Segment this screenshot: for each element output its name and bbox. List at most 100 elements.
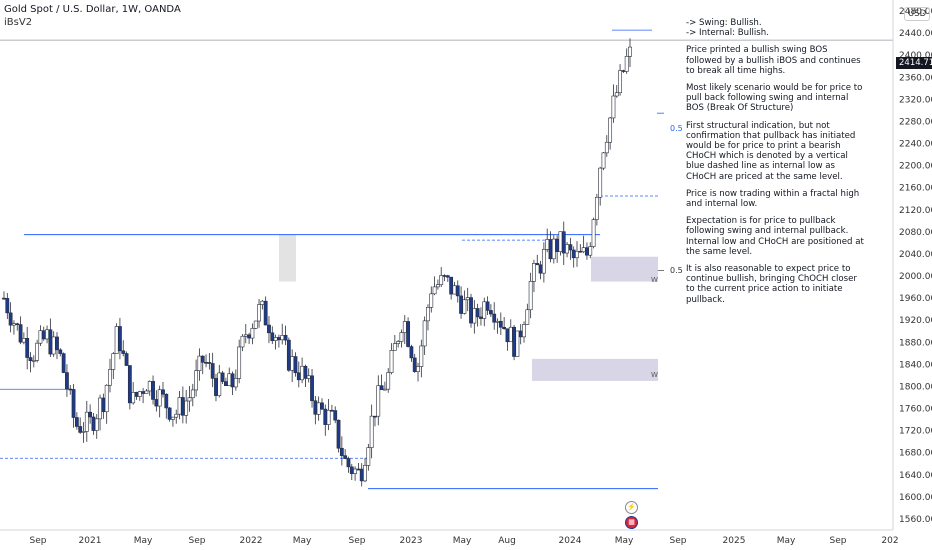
price-tick-label: 1560.000 (899, 515, 932, 525)
analysis-notes: -> Swing: Bullish. -> Internal: Bullish.… (686, 18, 866, 312)
bull-candle (604, 141, 609, 154)
bull-candle (194, 370, 199, 391)
bull-candle (416, 366, 420, 372)
price-tick-label: 1960.000 (899, 294, 932, 304)
bear-candle (492, 313, 497, 323)
bear-candle (65, 372, 69, 390)
time-tick-label: Sep (830, 536, 847, 546)
bear-candle (230, 373, 235, 388)
bear-candle (502, 326, 507, 330)
price-tick-label: 2400.000 (899, 51, 932, 61)
bear-candle (356, 468, 361, 471)
bull-candle (84, 411, 89, 432)
price-tick-label: 1680.000 (899, 449, 932, 459)
bull-candle (184, 400, 189, 416)
bull-candle (94, 418, 99, 431)
bear-candle (469, 297, 473, 324)
bear-candle (220, 372, 225, 382)
currency-selector[interactable]: USD (904, 7, 931, 21)
highlight-band (279, 234, 296, 282)
bear-candle (349, 466, 354, 474)
price-tick-label: 1920.000 (899, 316, 932, 326)
note-swing: -> Swing: Bullish. (686, 18, 762, 28)
bull-candle (422, 320, 427, 347)
bull-candle (429, 293, 434, 308)
bear-candle (134, 392, 139, 397)
bear-candle (200, 355, 205, 363)
price-tick-label: 2360.000 (899, 73, 932, 83)
bear-candle (339, 447, 344, 456)
bear-candle (88, 411, 93, 418)
bull-candle (419, 345, 424, 367)
bear-candle (310, 375, 314, 402)
bull-candle (227, 373, 232, 386)
bull-candle (157, 389, 162, 407)
bear-candle (121, 350, 126, 354)
bull-candle (174, 413, 179, 418)
bull-candle (177, 397, 182, 415)
price-axis: 2480.000 2440.000 2400.000 2360.000 2320.000… (899, 7, 932, 525)
fib-lower-label: 0.5 (670, 266, 683, 275)
demand-zone-lower (532, 358, 658, 381)
bear-candle (336, 419, 341, 449)
bull-candle (624, 56, 629, 72)
bear-candle (210, 363, 215, 379)
bull-candle (462, 299, 467, 314)
bull-candle (399, 332, 404, 342)
bear-candle (445, 275, 450, 278)
demand-zone-upper (591, 256, 658, 282)
bear-candle (8, 312, 13, 326)
bear-candle (91, 416, 96, 431)
fib-upper-label: 0.5 (670, 124, 683, 133)
bear-candle (28, 357, 33, 362)
bear-candle (61, 353, 66, 373)
bull-candle (147, 381, 152, 392)
bull-candle (35, 342, 40, 361)
us-flag-event-icon[interactable]: ▦ (625, 516, 638, 529)
bear-candle (518, 330, 523, 338)
lightning-event-icon[interactable]: ⚡ (625, 501, 638, 514)
bull-candle (144, 390, 149, 394)
bear-candle (293, 356, 298, 374)
time-tick-label: Sep (670, 536, 687, 546)
bear-candle (15, 323, 20, 325)
symbol-title[interactable]: Gold Spot / U.S. Dollar, 1W, OANDA (4, 4, 181, 15)
bear-candle (548, 239, 553, 260)
bear-candle (621, 70, 626, 72)
bear-candle (68, 388, 73, 391)
candlestick-series (2, 38, 632, 487)
price-tick-label: 2160.000 (899, 184, 932, 194)
bull-candle (366, 447, 371, 466)
bear-candle (379, 385, 384, 390)
bull-candle (280, 335, 285, 341)
bull-candle (273, 337, 278, 341)
bull-candle (197, 355, 202, 371)
bear-candle (535, 263, 540, 266)
bull-candle (257, 304, 261, 322)
bull-candle (551, 238, 556, 260)
bull-candle (608, 117, 613, 143)
bull-candle (131, 392, 136, 404)
bear-candle (323, 408, 328, 425)
price-tick-label: 1760.000 (899, 405, 932, 415)
bear-candle (442, 275, 447, 277)
time-tick-label: 2025 (723, 536, 746, 546)
bull-candle (495, 320, 500, 323)
bear-candle (214, 378, 218, 396)
bull-candle (598, 167, 603, 198)
bear-candle (343, 455, 348, 459)
bear-candle (55, 336, 59, 351)
bear-candle (164, 393, 169, 409)
bull-candle (260, 300, 265, 305)
bull-candle (465, 297, 470, 301)
bull-candle (250, 328, 255, 339)
bull-candle (300, 365, 304, 381)
bull-candle (389, 350, 394, 373)
time-tick-label: Sep (30, 536, 47, 546)
time-tick-label: Sep (189, 536, 206, 546)
bull-candle (114, 326, 119, 354)
bear-candle (167, 407, 172, 420)
indicator-name[interactable]: iBsV2 (4, 17, 33, 28)
bear-candle (313, 400, 318, 415)
